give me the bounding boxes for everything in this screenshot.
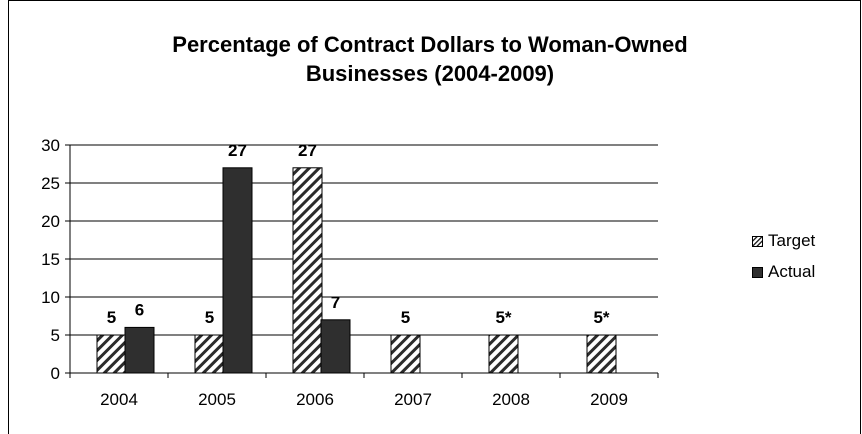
y-tick-label-5: 5 (51, 326, 60, 345)
chart-title-line-1: Percentage of Contract Dollars to Woman-… (172, 32, 688, 57)
bar-actual-2005 (222, 167, 253, 374)
data-label-target-2004: 5 (107, 308, 116, 327)
x-tick-label-2008: 2008 (492, 390, 530, 409)
legend: Target Actual (752, 228, 862, 290)
legend-item-actual: Actual (752, 261, 815, 283)
bar-target-2007 (390, 334, 421, 374)
data-label-target-2009: 5* (593, 308, 609, 327)
bar-actual-2004 (124, 326, 155, 374)
y-tick-label-10: 10 (41, 288, 60, 307)
x-tick-label-2005: 2005 (198, 390, 236, 409)
data-label-actual-2006: 7 (331, 293, 340, 312)
bar-actual-2006 (320, 319, 351, 374)
x-tick-label-2007: 2007 (394, 390, 432, 409)
bar-target-2005 (194, 334, 225, 374)
data-label-target-2005: 5 (205, 308, 214, 327)
y-tick-label-20: 20 (41, 212, 60, 231)
bar-target-2008 (488, 334, 519, 374)
y-tick-label-15: 15 (41, 250, 60, 269)
bar-target-2006 (292, 167, 323, 374)
y-tick-label-25: 25 (41, 174, 60, 193)
chart-title-line-2: Businesses (2004-2009) (305, 61, 555, 86)
data-label-actual-2005: 27 (228, 141, 247, 160)
legend-swatch-target (752, 235, 763, 247)
legend-item-target: Target (752, 230, 815, 252)
x-tick-label-2009: 2009 (590, 390, 628, 409)
y-tick-label-0: 0 (51, 364, 60, 383)
bar-target-2009 (586, 334, 617, 374)
legend-label-actual: Actual (768, 262, 816, 281)
data-label-target-2006: 27 (298, 141, 317, 160)
data-label-target-2008: 5* (495, 308, 511, 327)
data-label-actual-2004: 6 (135, 300, 144, 319)
x-tick-label-2006: 2006 (296, 390, 334, 409)
y-tick-label-30: 30 (41, 136, 60, 155)
chart-title: Percentage of Contract Dollars to Woman-… (40, 30, 820, 88)
bar-target-2004 (96, 334, 127, 374)
data-label-target-2007: 5 (401, 308, 410, 327)
legend-label-target: Target (768, 231, 816, 250)
legend-swatch-actual (752, 266, 763, 278)
x-tick-label-2004: 2004 (100, 390, 138, 409)
